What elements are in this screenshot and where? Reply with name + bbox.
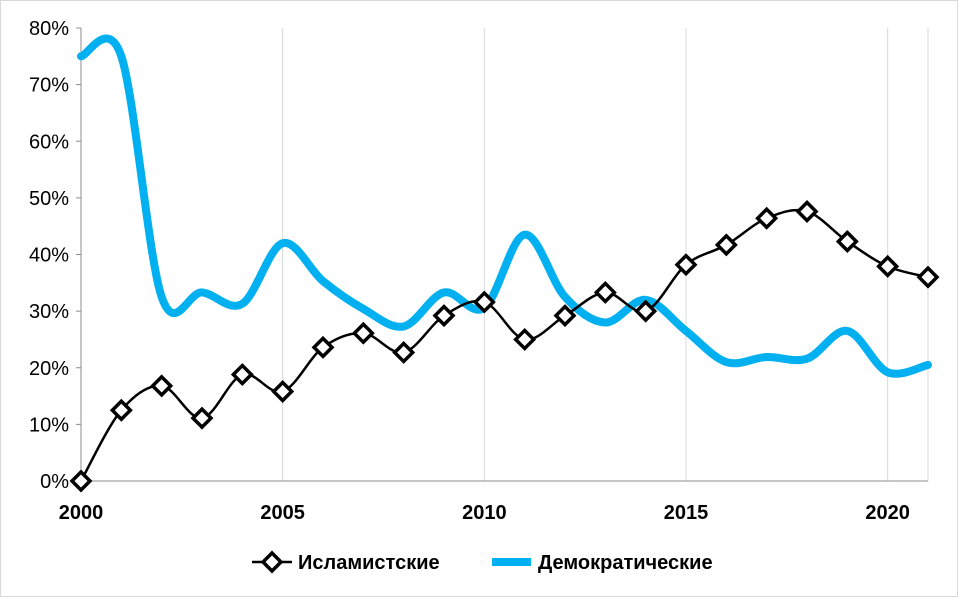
x-tick-label: 2010: [462, 502, 507, 524]
y-tick-label: 20%: [29, 358, 69, 380]
data-point-marker: [311, 335, 335, 359]
y-tick-label: 40%: [29, 245, 69, 267]
legend: Исламистские Демократические: [252, 550, 713, 574]
data-point-marker: [150, 374, 174, 398]
data-point-marker: [835, 230, 859, 253]
data-point-marker: [392, 340, 416, 364]
data-point-marker: [271, 380, 295, 404]
y-tick-label: 50%: [29, 188, 69, 210]
gridlines: [282, 28, 929, 481]
y-tick-label: 10%: [29, 414, 69, 436]
data-point-marker: [876, 254, 900, 278]
y-tick-label: 80%: [29, 18, 69, 40]
data-point-marker: [634, 299, 658, 323]
data-point-marker: [755, 206, 779, 230]
data-point-marker: [351, 321, 375, 345]
data-point-marker: [593, 280, 617, 304]
data-point-marker: [795, 199, 819, 223]
data-point-marker: [69, 469, 93, 493]
axes: [76, 27, 928, 482]
data-point-marker: [714, 233, 738, 257]
data-point-marker: [916, 265, 940, 289]
y-axis-ticks: 0% 10% 20% 30% 40% 50% 60% 70% 80%: [29, 18, 69, 493]
data-point-marker: [432, 304, 456, 328]
legend-label-islamist: Исламистские: [298, 552, 440, 574]
legend-label-democratic: Демократические: [538, 552, 713, 574]
data-point-marker: [230, 363, 254, 387]
data-point-marker: [674, 253, 698, 277]
series-line-islamist: [79, 208, 930, 483]
y-tick-label: 30%: [29, 301, 69, 323]
legend-marker-islamist: [260, 550, 284, 574]
data-point-marker: [190, 406, 214, 430]
y-tick-label: 0%: [40, 471, 69, 493]
data-point-marker: [109, 398, 133, 422]
x-tick-label: 2020: [865, 502, 910, 524]
x-axis-ticks: 2000 2005 2010 2015 2020: [59, 502, 910, 524]
x-tick-label: 2000: [59, 502, 104, 524]
series-markers: [69, 199, 940, 493]
x-tick-label: 2005: [260, 502, 305, 524]
data-point-marker: [553, 304, 577, 328]
y-tick-label: 70%: [29, 75, 69, 97]
data-point-marker: [472, 290, 496, 314]
data-point-marker: [513, 327, 537, 351]
x-tick-label: 2015: [664, 502, 709, 524]
y-tick-label: 60%: [29, 131, 69, 153]
